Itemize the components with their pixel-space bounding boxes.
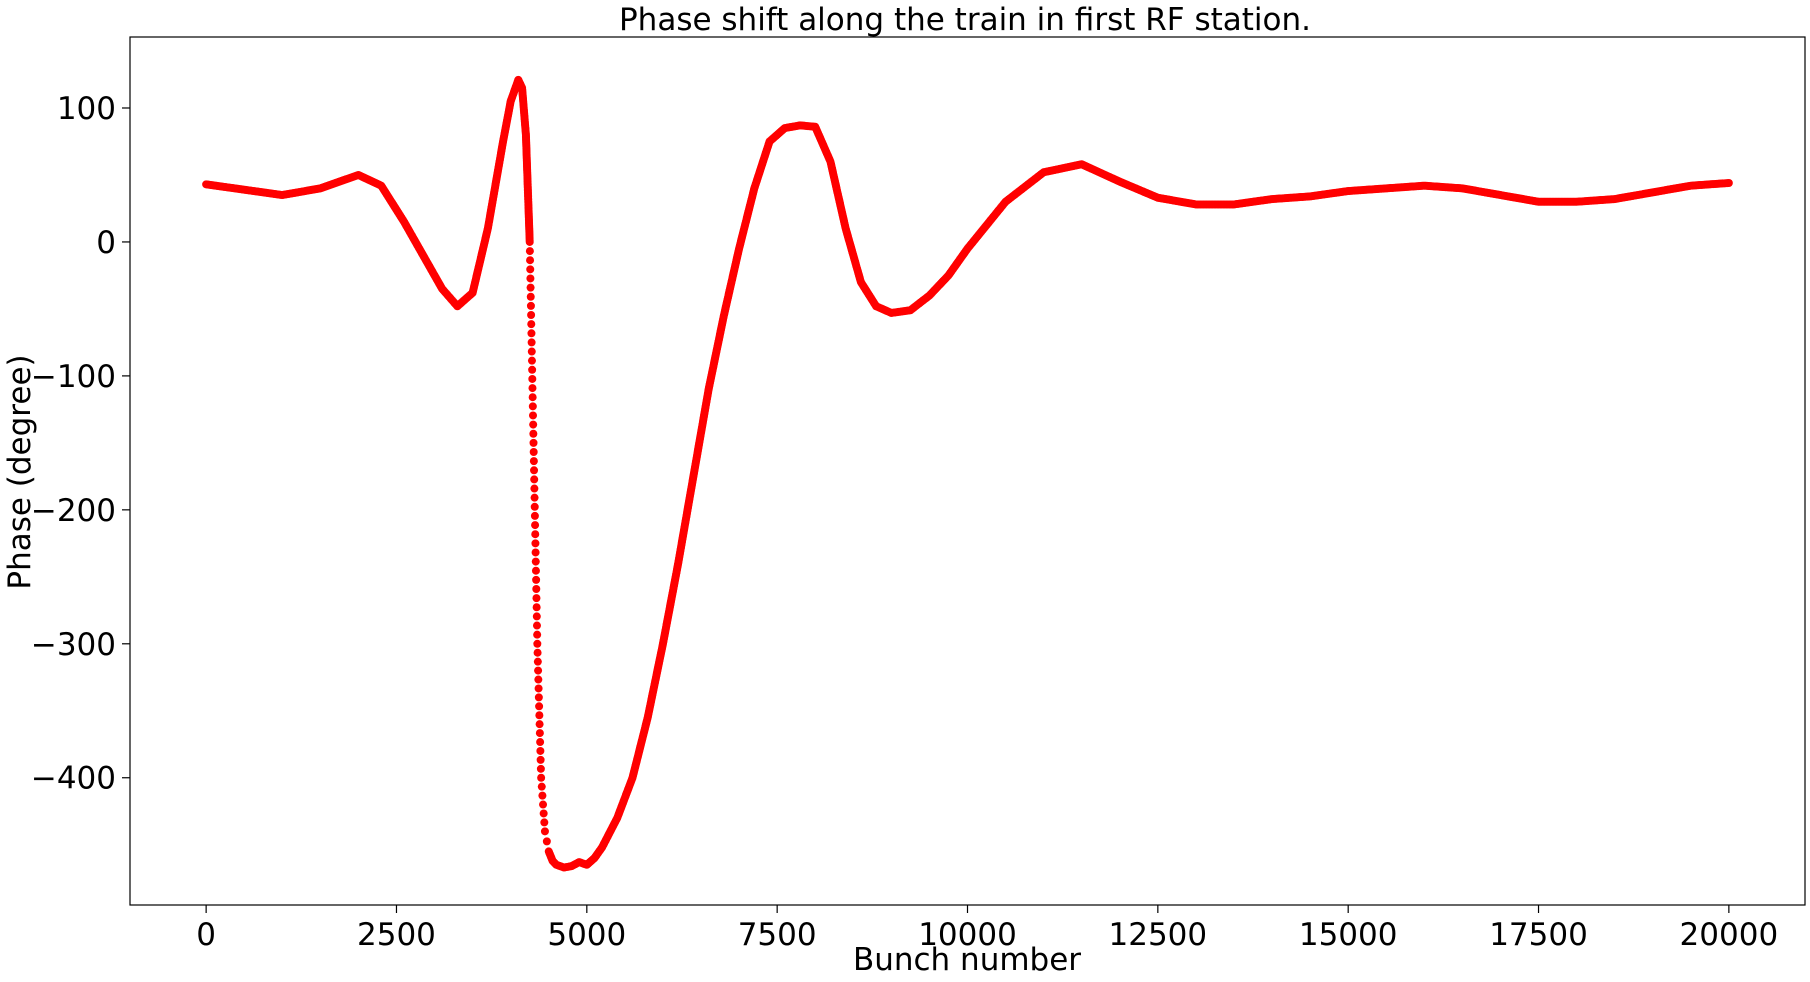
data-point	[530, 466, 539, 475]
data-point	[533, 648, 542, 657]
data-point	[534, 675, 543, 684]
data-point	[526, 256, 535, 265]
data-point	[532, 612, 541, 621]
data-point	[536, 746, 545, 755]
data-point	[535, 711, 544, 720]
data-point	[532, 621, 541, 630]
x-tick-label: 20000	[1680, 917, 1779, 953]
x-tick-label: 5000	[547, 917, 626, 953]
x-tick-label: 10000	[918, 917, 1017, 953]
data-point	[537, 773, 546, 782]
y-tick-label: 0	[96, 225, 116, 261]
plot-frame	[129, 36, 1806, 906]
data-point	[527, 311, 536, 320]
data-point	[530, 502, 539, 511]
data-point	[532, 603, 541, 612]
data-point	[528, 402, 537, 411]
y-tick-label: 100	[57, 91, 116, 127]
data-point	[526, 274, 535, 283]
data-point	[540, 827, 549, 836]
data-point	[533, 639, 542, 648]
data-point	[532, 594, 541, 603]
data-point	[531, 521, 540, 530]
data-point	[526, 265, 535, 274]
y-tick-label: −300	[31, 627, 116, 663]
data-point	[535, 729, 544, 738]
x-tick-label: 17500	[1489, 917, 1588, 953]
data-point	[539, 800, 548, 809]
data-point	[536, 738, 545, 747]
data-point	[532, 585, 541, 593]
data-point	[527, 320, 536, 329]
data-point	[532, 575, 541, 584]
data-point	[531, 539, 540, 548]
data-point	[533, 657, 542, 666]
data-point	[534, 684, 543, 693]
x-tick-label: 15000	[1299, 917, 1398, 953]
data-point	[525, 237, 534, 246]
x-tick-label: 12500	[1109, 917, 1208, 953]
data-point	[534, 693, 543, 702]
data-point	[533, 630, 542, 639]
data-point	[527, 338, 536, 347]
x-tick-label: 2500	[357, 917, 436, 953]
data-point	[530, 511, 539, 520]
data-point	[537, 782, 546, 791]
data-point	[529, 448, 538, 456]
data-point	[529, 420, 538, 429]
data-point	[534, 666, 543, 675]
y-axis: 100 0 −100 −200 −300 −400	[31, 91, 130, 797]
data-point	[540, 818, 549, 827]
y-tick-label: −400	[31, 761, 116, 797]
data-point	[530, 493, 539, 502]
data-point	[527, 356, 536, 365]
data-point	[542, 837, 551, 846]
data-point	[539, 809, 548, 818]
data-point	[527, 329, 536, 338]
data-point	[528, 365, 537, 374]
data-series	[202, 75, 1733, 872]
data-point	[531, 566, 540, 575]
data-point	[526, 292, 535, 301]
data-point	[1724, 179, 1733, 188]
data-point	[528, 384, 537, 393]
data-point	[535, 720, 544, 729]
x-axis-label: Bunch number	[853, 942, 1081, 978]
data-point	[529, 411, 537, 420]
data-point	[531, 557, 540, 566]
data-point	[531, 530, 540, 539]
data-point	[529, 457, 538, 466]
data-point	[526, 283, 535, 292]
data-point	[527, 347, 536, 356]
data-point	[536, 755, 545, 764]
data-point	[538, 791, 547, 800]
chart-title: Phase shift along the train in first RF …	[619, 2, 1311, 38]
x-tick-label: 7500	[738, 917, 817, 953]
data-point	[530, 484, 539, 493]
data-point	[531, 548, 540, 557]
data-point	[536, 764, 545, 773]
x-tick-label: 0	[196, 917, 216, 953]
data-point	[530, 475, 539, 484]
x-axis: 0 2500 5000 7500 10000 12500 15000 17500 20000	[196, 905, 1778, 953]
data-point	[535, 702, 544, 711]
y-tick-label: −200	[31, 493, 116, 529]
y-axis-label: Phase (degree)	[2, 354, 38, 589]
data-point	[528, 374, 537, 383]
data-point	[529, 438, 538, 447]
data-point	[528, 393, 537, 402]
data-point	[526, 301, 535, 310]
y-tick-label: −100	[31, 359, 116, 395]
data-point	[525, 247, 534, 256]
data-point	[529, 429, 538, 438]
